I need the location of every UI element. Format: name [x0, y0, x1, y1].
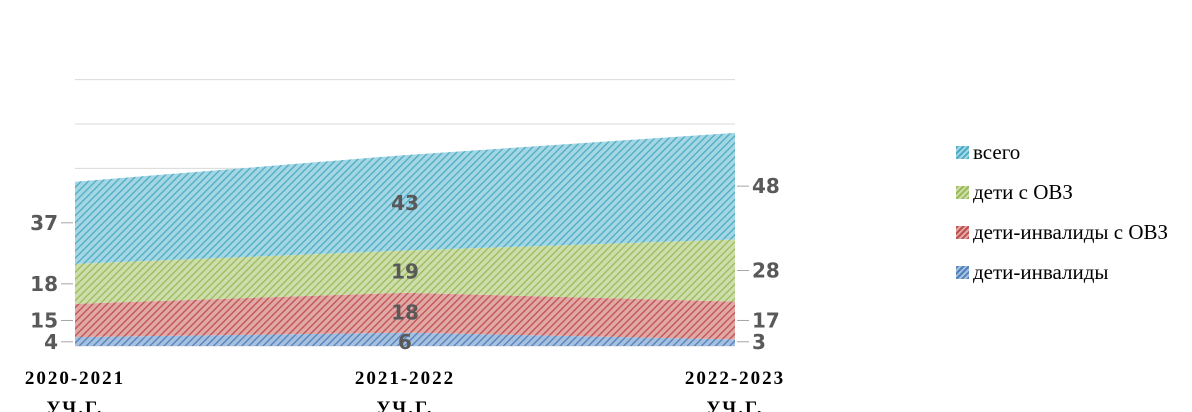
data-label: 43	[391, 191, 419, 215]
data-label: 18	[30, 272, 58, 296]
legend-item: всего	[956, 132, 1168, 172]
data-labels: 4 6 3 15 18 17 18 19 28 37 43 48	[30, 174, 780, 354]
area-series-2	[75, 292, 735, 340]
legend-item: дети с ОВЗ	[956, 172, 1168, 212]
legend-swatch	[956, 145, 969, 159]
category-label: 2022-2023	[685, 368, 785, 389]
area-series-4	[75, 132, 735, 264]
data-label: 4	[44, 330, 58, 354]
legend-label: дети-инвалиды с ОВЗ	[973, 219, 1169, 244]
legend-item: дети-инвалиды с ОВЗ	[956, 212, 1168, 252]
legend-item: дети-инвалиды	[956, 252, 1168, 292]
data-label: 48	[752, 174, 780, 198]
data-label: 3	[752, 330, 766, 354]
category-labels: 2020-2021 УЧ.Г. 2021-2022 УЧ.Г. 2022-2023 УЧ.…	[25, 368, 785, 412]
category-label: УЧ.Г.	[46, 398, 103, 412]
area-series-3	[75, 239, 735, 304]
data-label: 15	[30, 308, 58, 332]
areas	[75, 132, 735, 346]
data-label: 6	[398, 330, 412, 354]
category-label: 2021-2022	[355, 368, 455, 389]
legend-swatch	[956, 265, 969, 279]
legend-label: всего	[973, 139, 1021, 164]
category-label: УЧ.Г.	[706, 398, 763, 412]
data-label: 37	[30, 211, 58, 235]
data-label: 18	[391, 301, 419, 325]
legend-swatch	[956, 225, 969, 239]
data-label: 28	[752, 259, 780, 283]
legend-label: дети с ОВЗ	[973, 179, 1073, 204]
data-label: 19	[391, 260, 419, 284]
legend-label: дети-инвалиды	[973, 259, 1109, 284]
category-label: 2020-2021	[25, 368, 125, 389]
category-label: УЧ.Г.	[376, 398, 433, 412]
legend-swatch	[956, 185, 969, 199]
area-series-1	[75, 332, 735, 346]
data-label: 17	[752, 308, 780, 332]
label-leaders	[61, 185, 749, 343]
legend: всего дети с ОВЗ дети-инвалиды с ОВЗ дети-и…	[956, 132, 1168, 292]
